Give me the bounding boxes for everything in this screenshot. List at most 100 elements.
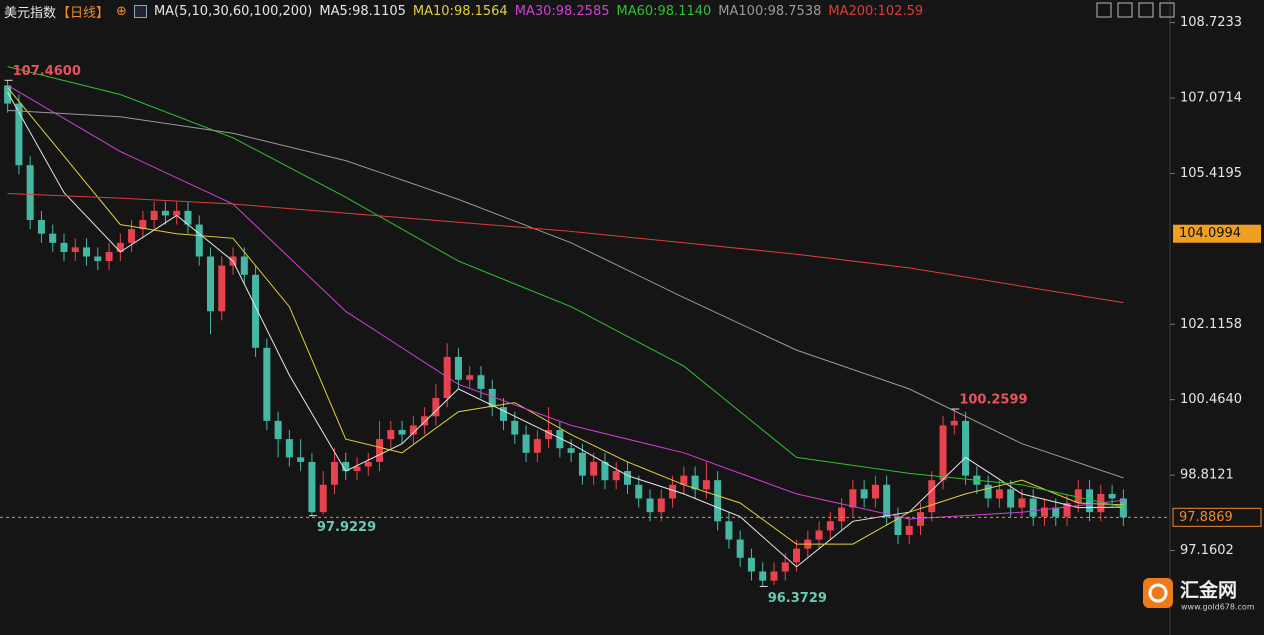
candle-body bbox=[1007, 489, 1015, 508]
candle-body bbox=[364, 461, 372, 467]
candle-body bbox=[161, 210, 169, 216]
marker-label: 104.0994 bbox=[1179, 226, 1241, 241]
legend-entry: MA10:98.1564 bbox=[412, 3, 508, 19]
candle-body bbox=[342, 461, 350, 472]
candle-body bbox=[1052, 507, 1060, 517]
ma-line bbox=[7, 66, 1124, 508]
candle-body bbox=[421, 416, 429, 426]
candle-body bbox=[601, 461, 609, 481]
annotation-label: 97.9229 bbox=[317, 520, 376, 535]
candle-body bbox=[657, 498, 665, 513]
legend-entry: MA30:98.2585 bbox=[514, 3, 610, 19]
candle-body bbox=[60, 242, 68, 252]
candle-body bbox=[184, 210, 192, 225]
y-tick-label: 102.1158 bbox=[1180, 317, 1242, 332]
candle-body bbox=[466, 375, 474, 380]
candle-body bbox=[398, 429, 406, 435]
legend-entry: MA60:98.1140 bbox=[616, 3, 712, 19]
ma-line bbox=[7, 109, 1124, 479]
candle-body bbox=[511, 420, 519, 435]
candle-body bbox=[736, 539, 744, 558]
candle-body bbox=[984, 484, 992, 499]
candle-body bbox=[285, 439, 293, 458]
candle-body bbox=[793, 548, 801, 563]
candle-body bbox=[1119, 498, 1127, 518]
y-tick-label: 105.4195 bbox=[1180, 166, 1242, 181]
candle-body bbox=[747, 557, 755, 572]
candle-body bbox=[612, 471, 620, 481]
add-icon[interactable]: ⊕ bbox=[116, 3, 127, 19]
candle-body bbox=[105, 251, 113, 262]
tool-button[interactable] bbox=[1117, 2, 1133, 18]
candle-body bbox=[545, 429, 553, 440]
candle-body bbox=[714, 480, 722, 522]
last-price-box bbox=[1172, 507, 1262, 527]
indicator: MA(5,10,30,60,100,200) bbox=[153, 3, 313, 19]
ma-line bbox=[7, 91, 1124, 568]
candle-body bbox=[995, 489, 1003, 499]
candle-body bbox=[454, 356, 462, 380]
candle-body bbox=[567, 448, 575, 453]
candle-body bbox=[522, 434, 530, 453]
candle-body bbox=[1108, 493, 1116, 499]
annotation-label: 107.4600 bbox=[13, 64, 81, 79]
candle-body bbox=[590, 461, 598, 476]
candle-body bbox=[815, 530, 823, 540]
candle-body bbox=[4, 85, 12, 104]
candle-body bbox=[894, 516, 902, 535]
y-tick-label: 107.0714 bbox=[1180, 91, 1242, 106]
candle-body bbox=[578, 452, 586, 476]
candle-body bbox=[838, 507, 846, 522]
candle-body bbox=[218, 265, 226, 312]
logo-mark bbox=[1148, 583, 1168, 603]
candle-body bbox=[759, 571, 767, 581]
candle-body bbox=[623, 471, 631, 485]
tool-button[interactable] bbox=[1138, 2, 1154, 18]
period[interactable]: 【日线】 bbox=[57, 5, 110, 21]
candle-body bbox=[477, 375, 485, 389]
candle-body bbox=[488, 388, 496, 408]
title: 美元指数 bbox=[4, 5, 57, 21]
candle-body bbox=[939, 425, 947, 481]
candle-body bbox=[646, 498, 654, 513]
annotation-label: 100.2599 bbox=[959, 392, 1027, 407]
candle-body bbox=[195, 224, 203, 257]
candle-body bbox=[330, 461, 338, 485]
candle-body bbox=[680, 475, 688, 485]
logo-url: www.gold678.com bbox=[1181, 603, 1255, 612]
candle-body bbox=[860, 489, 868, 499]
candle-body bbox=[1074, 489, 1082, 504]
y-tick-label: 97.1602 bbox=[1180, 543, 1234, 558]
candle-body bbox=[206, 256, 214, 312]
indicator-icon[interactable] bbox=[133, 4, 147, 18]
ma-line bbox=[7, 84, 1124, 520]
logo-text: 汇金网 bbox=[1180, 579, 1237, 602]
candle-body bbox=[37, 219, 45, 234]
tool-button[interactable] bbox=[1096, 2, 1112, 18]
candle-body bbox=[770, 571, 778, 581]
candle-body bbox=[962, 420, 970, 476]
candle-body bbox=[353, 466, 361, 472]
candle-body bbox=[1018, 498, 1026, 508]
ma-line bbox=[7, 193, 1124, 304]
legend-entry: MA100:98.7538 bbox=[718, 3, 822, 19]
y-tick-label: 100.4640 bbox=[1180, 392, 1242, 407]
candle-body bbox=[725, 521, 733, 540]
tool-button[interactable] bbox=[1159, 2, 1175, 18]
candle-body bbox=[533, 439, 541, 453]
last-price-label: 97.8869 bbox=[1179, 510, 1233, 525]
candle-body bbox=[1063, 503, 1071, 517]
candle-body bbox=[319, 484, 327, 513]
toolbar bbox=[1096, 2, 1175, 18]
candle-body bbox=[1029, 498, 1037, 517]
candle-body bbox=[1040, 507, 1048, 517]
candle-body bbox=[173, 210, 181, 216]
candle-body bbox=[928, 480, 936, 513]
candle-body bbox=[26, 165, 34, 220]
candle-body bbox=[49, 233, 57, 243]
candle-body bbox=[635, 484, 643, 499]
candle-body bbox=[387, 429, 395, 440]
candle-body bbox=[669, 484, 677, 499]
marker-box bbox=[1173, 224, 1261, 243]
